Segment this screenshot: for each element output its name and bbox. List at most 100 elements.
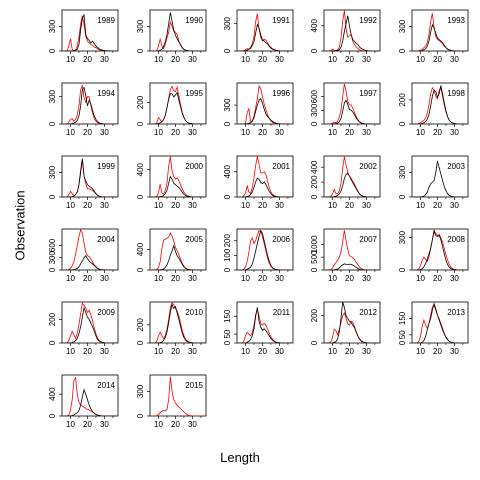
y-tick-label: 400 <box>223 165 232 179</box>
y-axis-title: Observation <box>12 190 28 261</box>
panel-frame <box>61 82 119 125</box>
x-tick-label: 10 <box>66 347 75 356</box>
panel-year-label: 1989 <box>97 16 115 25</box>
panel-year-label: 1991 <box>272 16 290 25</box>
panel-2014: 10 20 30 0 400 2014 <box>48 374 119 429</box>
x-tick-label: 10 <box>66 274 75 283</box>
x-tick-label: 20 <box>433 55 442 64</box>
series-observed-1998 <box>413 85 467 124</box>
series-observed-1991 <box>238 23 292 51</box>
x-tick-label: 10 <box>328 201 337 210</box>
panel-year-label: 2004 <box>97 235 115 244</box>
panel-frame <box>323 155 381 198</box>
y-tick-label: 300 <box>398 165 407 179</box>
y-tick-label: 200 <box>48 312 57 326</box>
y-tick-label: 300 <box>48 19 57 33</box>
x-tick-label: 30 <box>100 55 109 64</box>
series-observed-1993 <box>413 23 467 51</box>
series-observed-2004 <box>63 254 117 270</box>
series-observed-2009 <box>63 306 117 343</box>
x-tick-label: 30 <box>100 201 109 210</box>
x-tick-label: 20 <box>83 201 92 210</box>
panel-frame <box>61 9 119 52</box>
y-tick-label: 400 <box>310 160 319 174</box>
x-tick-label: 20 <box>345 128 354 137</box>
x-tick-label: 20 <box>258 55 267 64</box>
y-tick-label: 150 <box>223 309 232 323</box>
x-tick-label: 10 <box>416 274 425 283</box>
series-observed-2006 <box>238 229 292 270</box>
x-tick-label: 20 <box>258 201 267 210</box>
series-observed-1990 <box>151 12 205 51</box>
y-tick-label: 0 <box>398 194 407 199</box>
series-expected-2012 <box>325 311 379 343</box>
y-tick-label: 0 <box>48 194 57 199</box>
x-tick-label: 10 <box>241 274 250 283</box>
x-tick-label: 20 <box>171 420 180 429</box>
series-observed-2001 <box>238 177 292 197</box>
y-tick-label: 0 <box>223 121 232 126</box>
y-tick-label: 300 <box>398 230 407 244</box>
panel-year-label: 2014 <box>97 381 115 390</box>
y-tick-label: 200 <box>136 318 145 332</box>
y-tick-label: 0 <box>223 340 232 345</box>
y-tick-label: 200 <box>310 308 319 322</box>
y-tick-label: 400 <box>48 387 57 401</box>
x-tick-label: 30 <box>450 274 459 283</box>
x-tick-label: 30 <box>100 420 109 429</box>
panel-year-label: 2006 <box>272 235 290 244</box>
y-tick-label: 0 <box>223 194 232 199</box>
panel-frame <box>411 155 469 198</box>
series-observed-2011 <box>238 307 292 343</box>
y-tick-label: 0 <box>310 48 319 53</box>
x-tick-label: 20 <box>345 55 354 64</box>
x-tick-label: 20 <box>258 347 267 356</box>
x-tick-label: 10 <box>241 55 250 64</box>
y-tick-label: 1000 <box>310 235 319 253</box>
y-tick-label: 300 <box>398 19 407 33</box>
x-tick-label: 30 <box>275 347 284 356</box>
y-tick-label: 0 <box>48 267 57 272</box>
x-tick-label: 10 <box>154 347 163 356</box>
series-observed-2008 <box>413 229 467 270</box>
series-expected-1993 <box>413 13 467 51</box>
panel-year-label: 2012 <box>359 308 377 317</box>
panel-year-label: 2003 <box>447 162 465 171</box>
series-observed-1996 <box>238 98 292 124</box>
x-tick-label: 30 <box>362 201 371 210</box>
panel-frame <box>323 301 381 344</box>
y-tick-label: 400 <box>310 19 319 33</box>
x-tick-label: 10 <box>328 347 337 356</box>
x-tick-label: 30 <box>450 128 459 137</box>
panel-2013: 10 20 30 050 150 2013 <box>398 301 469 356</box>
x-tick-label: 10 <box>66 420 75 429</box>
panel-year-label: 2011 <box>273 308 291 317</box>
x-tick-label: 10 <box>66 128 75 137</box>
x-tick-label: 30 <box>362 274 371 283</box>
x-tick-label: 20 <box>171 201 180 210</box>
y-tick-label: 200 <box>136 95 145 109</box>
series-observed-2005 <box>151 244 205 270</box>
x-tick-label: 10 <box>154 201 163 210</box>
series-observed-1994 <box>63 86 117 124</box>
panel-year-label: 2000 <box>185 162 203 171</box>
series-expected-1996 <box>238 85 292 124</box>
series-expected-1999 <box>63 158 117 197</box>
panel-year-label: 2013 <box>447 308 465 317</box>
y-tick-label: 600 <box>48 238 57 252</box>
panel-2009: 10 20 30 0 200 2009 <box>48 301 119 356</box>
series-observed-1992 <box>325 15 379 51</box>
panel-year-label: 2009 <box>97 308 115 317</box>
x-tick-label: 10 <box>416 128 425 137</box>
y-tick-label: 0 <box>48 121 57 126</box>
y-tick-label: 600 <box>310 89 319 103</box>
x-tick-label: 30 <box>450 347 459 356</box>
series-observed-2013 <box>413 302 467 343</box>
y-tick-label: 0 <box>398 121 407 126</box>
series-observed-2012 <box>325 302 379 343</box>
x-tick-label: 30 <box>362 347 371 356</box>
x-tick-label: 10 <box>154 128 163 137</box>
x-tick-label: 20 <box>83 420 92 429</box>
